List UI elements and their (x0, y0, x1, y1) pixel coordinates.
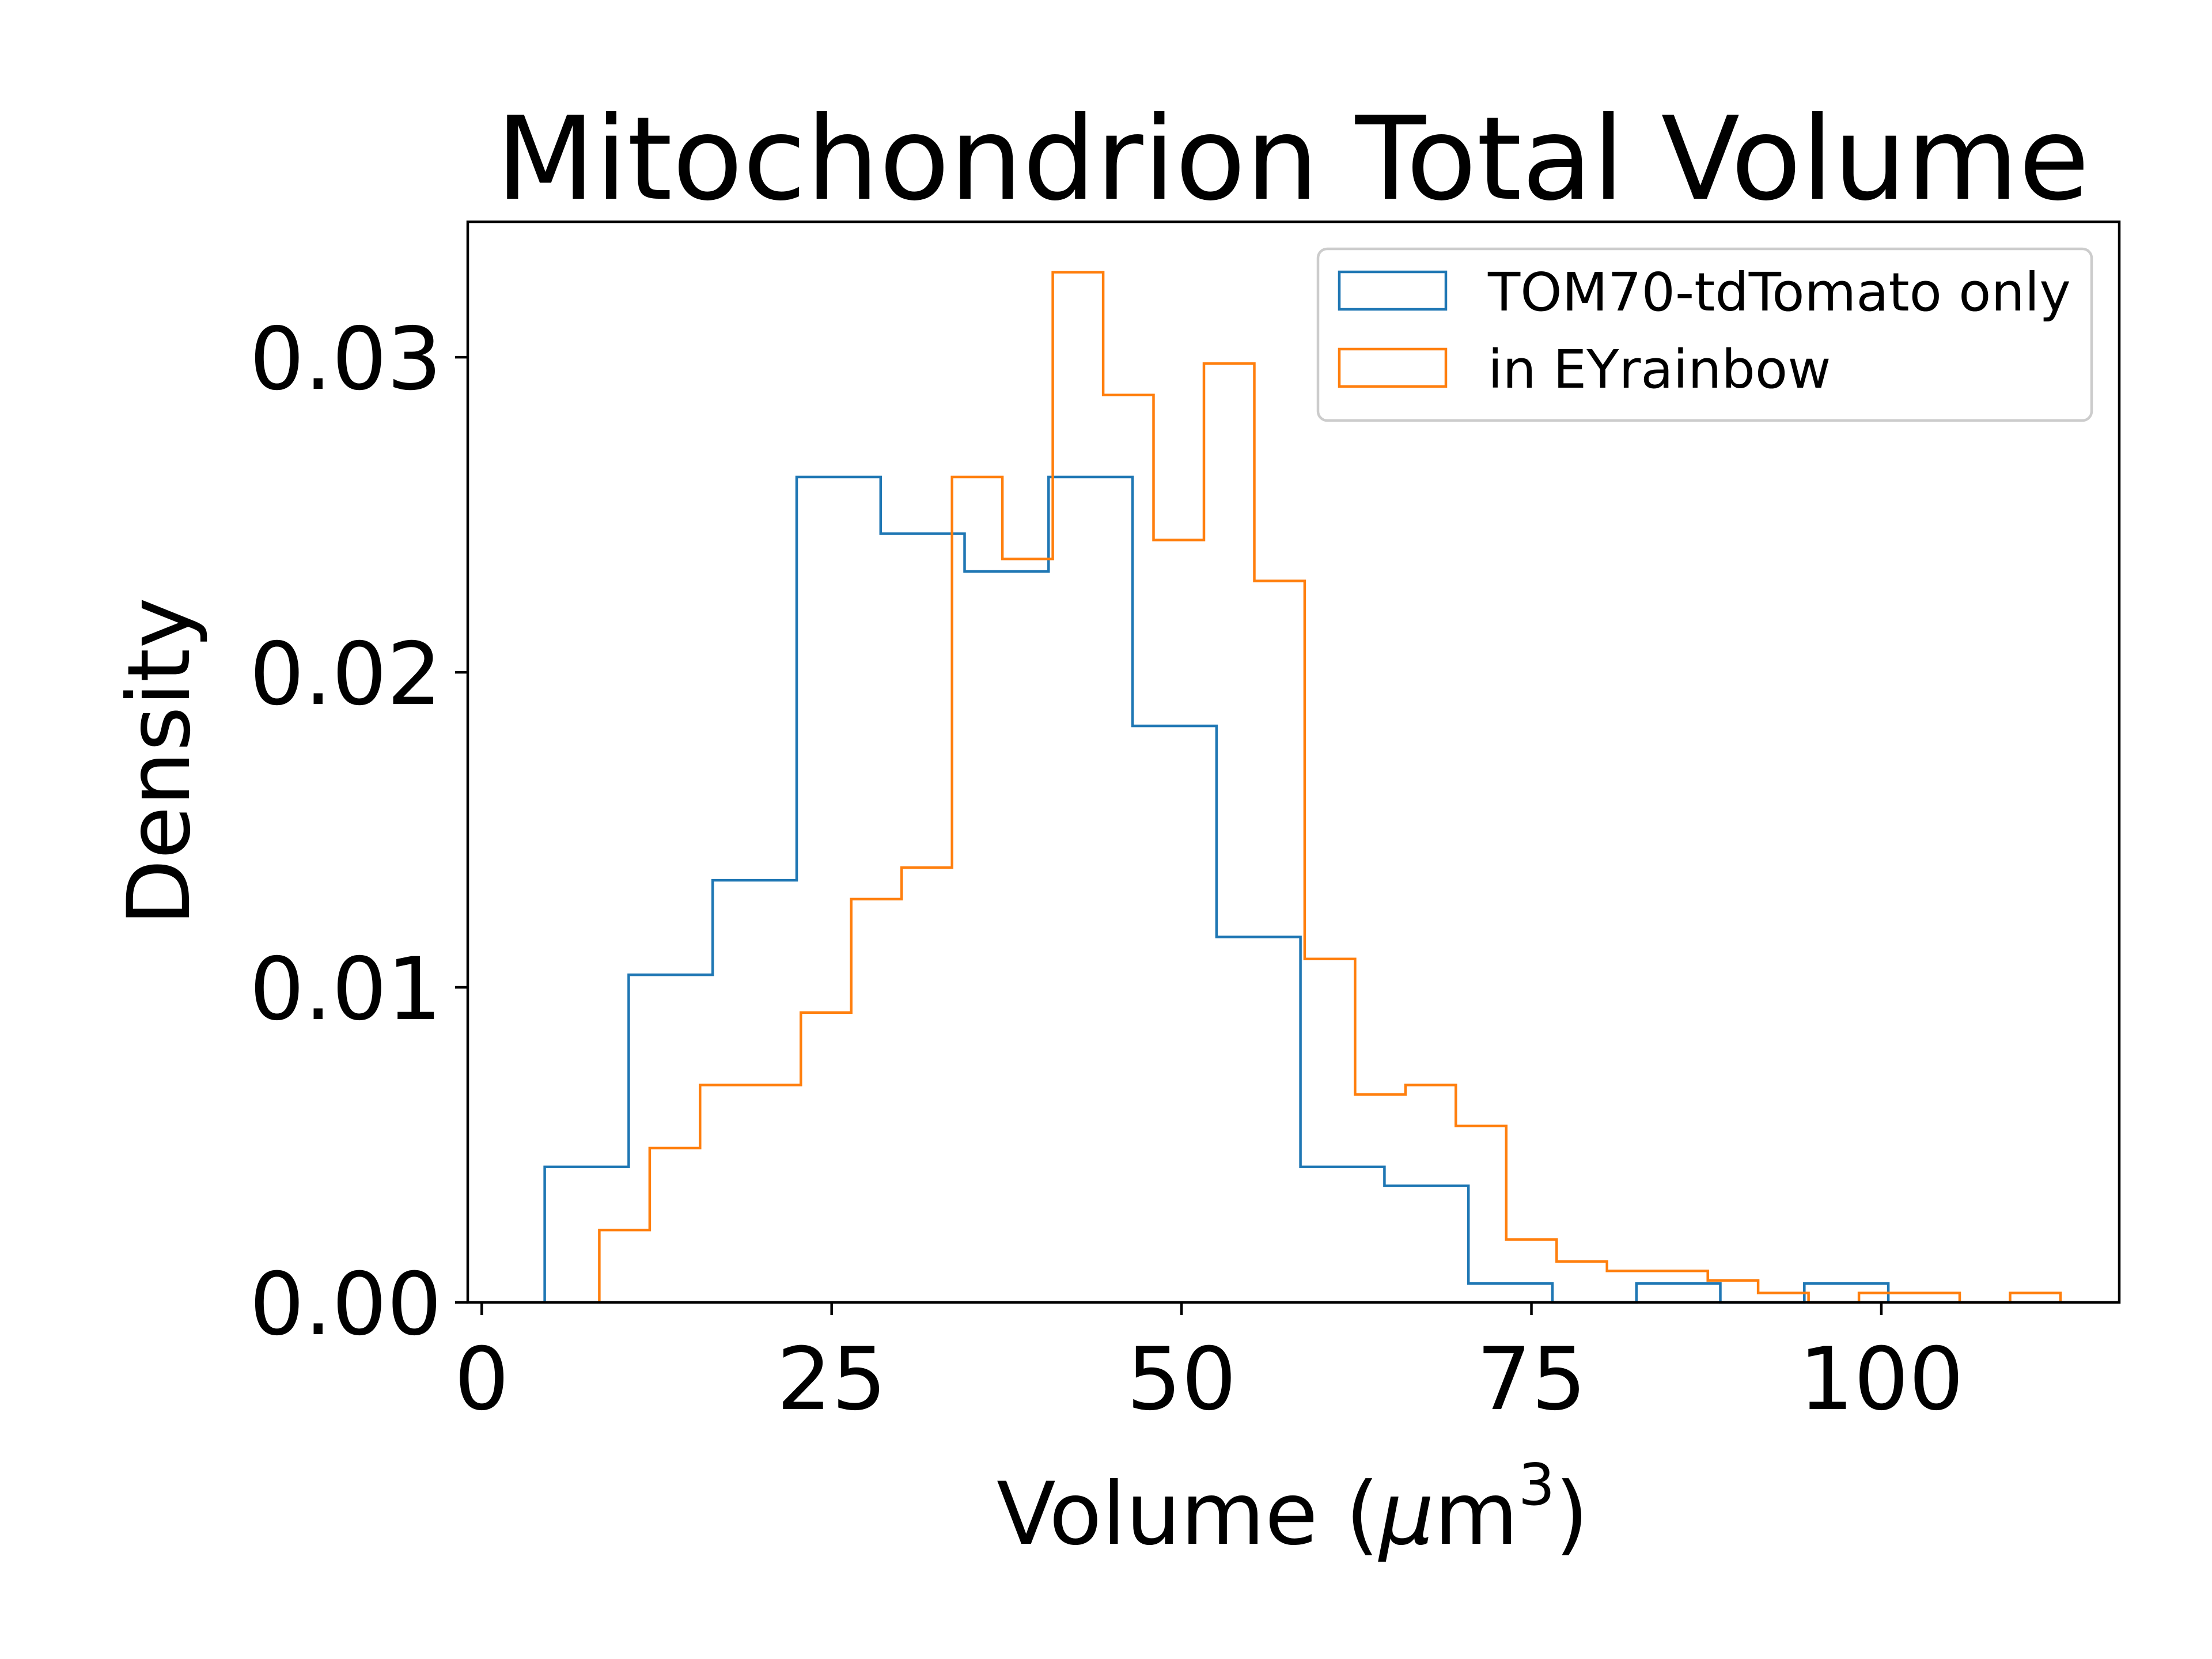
x-axis-label-mu: μ (1378, 1464, 1434, 1565)
x-axis-label-unit: m (1434, 1464, 1518, 1565)
x-tick-label-2: 50 (1127, 1330, 1237, 1430)
x-tick-label-3: 75 (1476, 1330, 1586, 1430)
legend-box (1316, 247, 2093, 422)
legend-label-tom70: TOM70-tdTomato only (1487, 262, 2071, 323)
series-layer (543, 271, 2062, 1304)
y-tick-label-3: 0.03 (249, 309, 442, 410)
legend-swatch-eyrainbow (1338, 347, 1448, 388)
y-tick-label-2: 0.02 (249, 624, 442, 725)
y-axis-ticks: 0.00 0.01 0.02 0.03 (249, 309, 468, 1355)
x-axis-label-close: ) (1555, 1464, 1589, 1565)
x-axis-label: Volume (μm3) (997, 1451, 1589, 1565)
y-tick-label-1: 0.01 (249, 940, 442, 1040)
legend-label-eyrainbow: in EYrainbow (1488, 339, 1831, 400)
x-axis-label-exponent: 3 (1518, 1451, 1555, 1518)
x-tick-label-1: 25 (777, 1330, 887, 1430)
histogram-series-1 (598, 271, 2062, 1304)
chart-title: Mitochondrion Total Volume (496, 92, 2090, 226)
legend: TOM70-tdTomato only in EYrainbow (1316, 247, 2093, 422)
x-tick-label-4: 100 (1799, 1330, 1964, 1430)
y-axis-label: Density (109, 597, 210, 926)
x-axis-ticks: 0 25 50 75 100 (454, 1302, 1964, 1430)
histogram-series-0 (543, 475, 1890, 1304)
y-tick-label-0: 0.00 (249, 1255, 442, 1355)
plot-frame (466, 220, 2121, 1304)
x-axis-label-main: Volume ( (997, 1464, 1379, 1565)
legend-swatch-tom70 (1338, 270, 1448, 311)
x-tick-label-0: 0 (454, 1330, 509, 1430)
